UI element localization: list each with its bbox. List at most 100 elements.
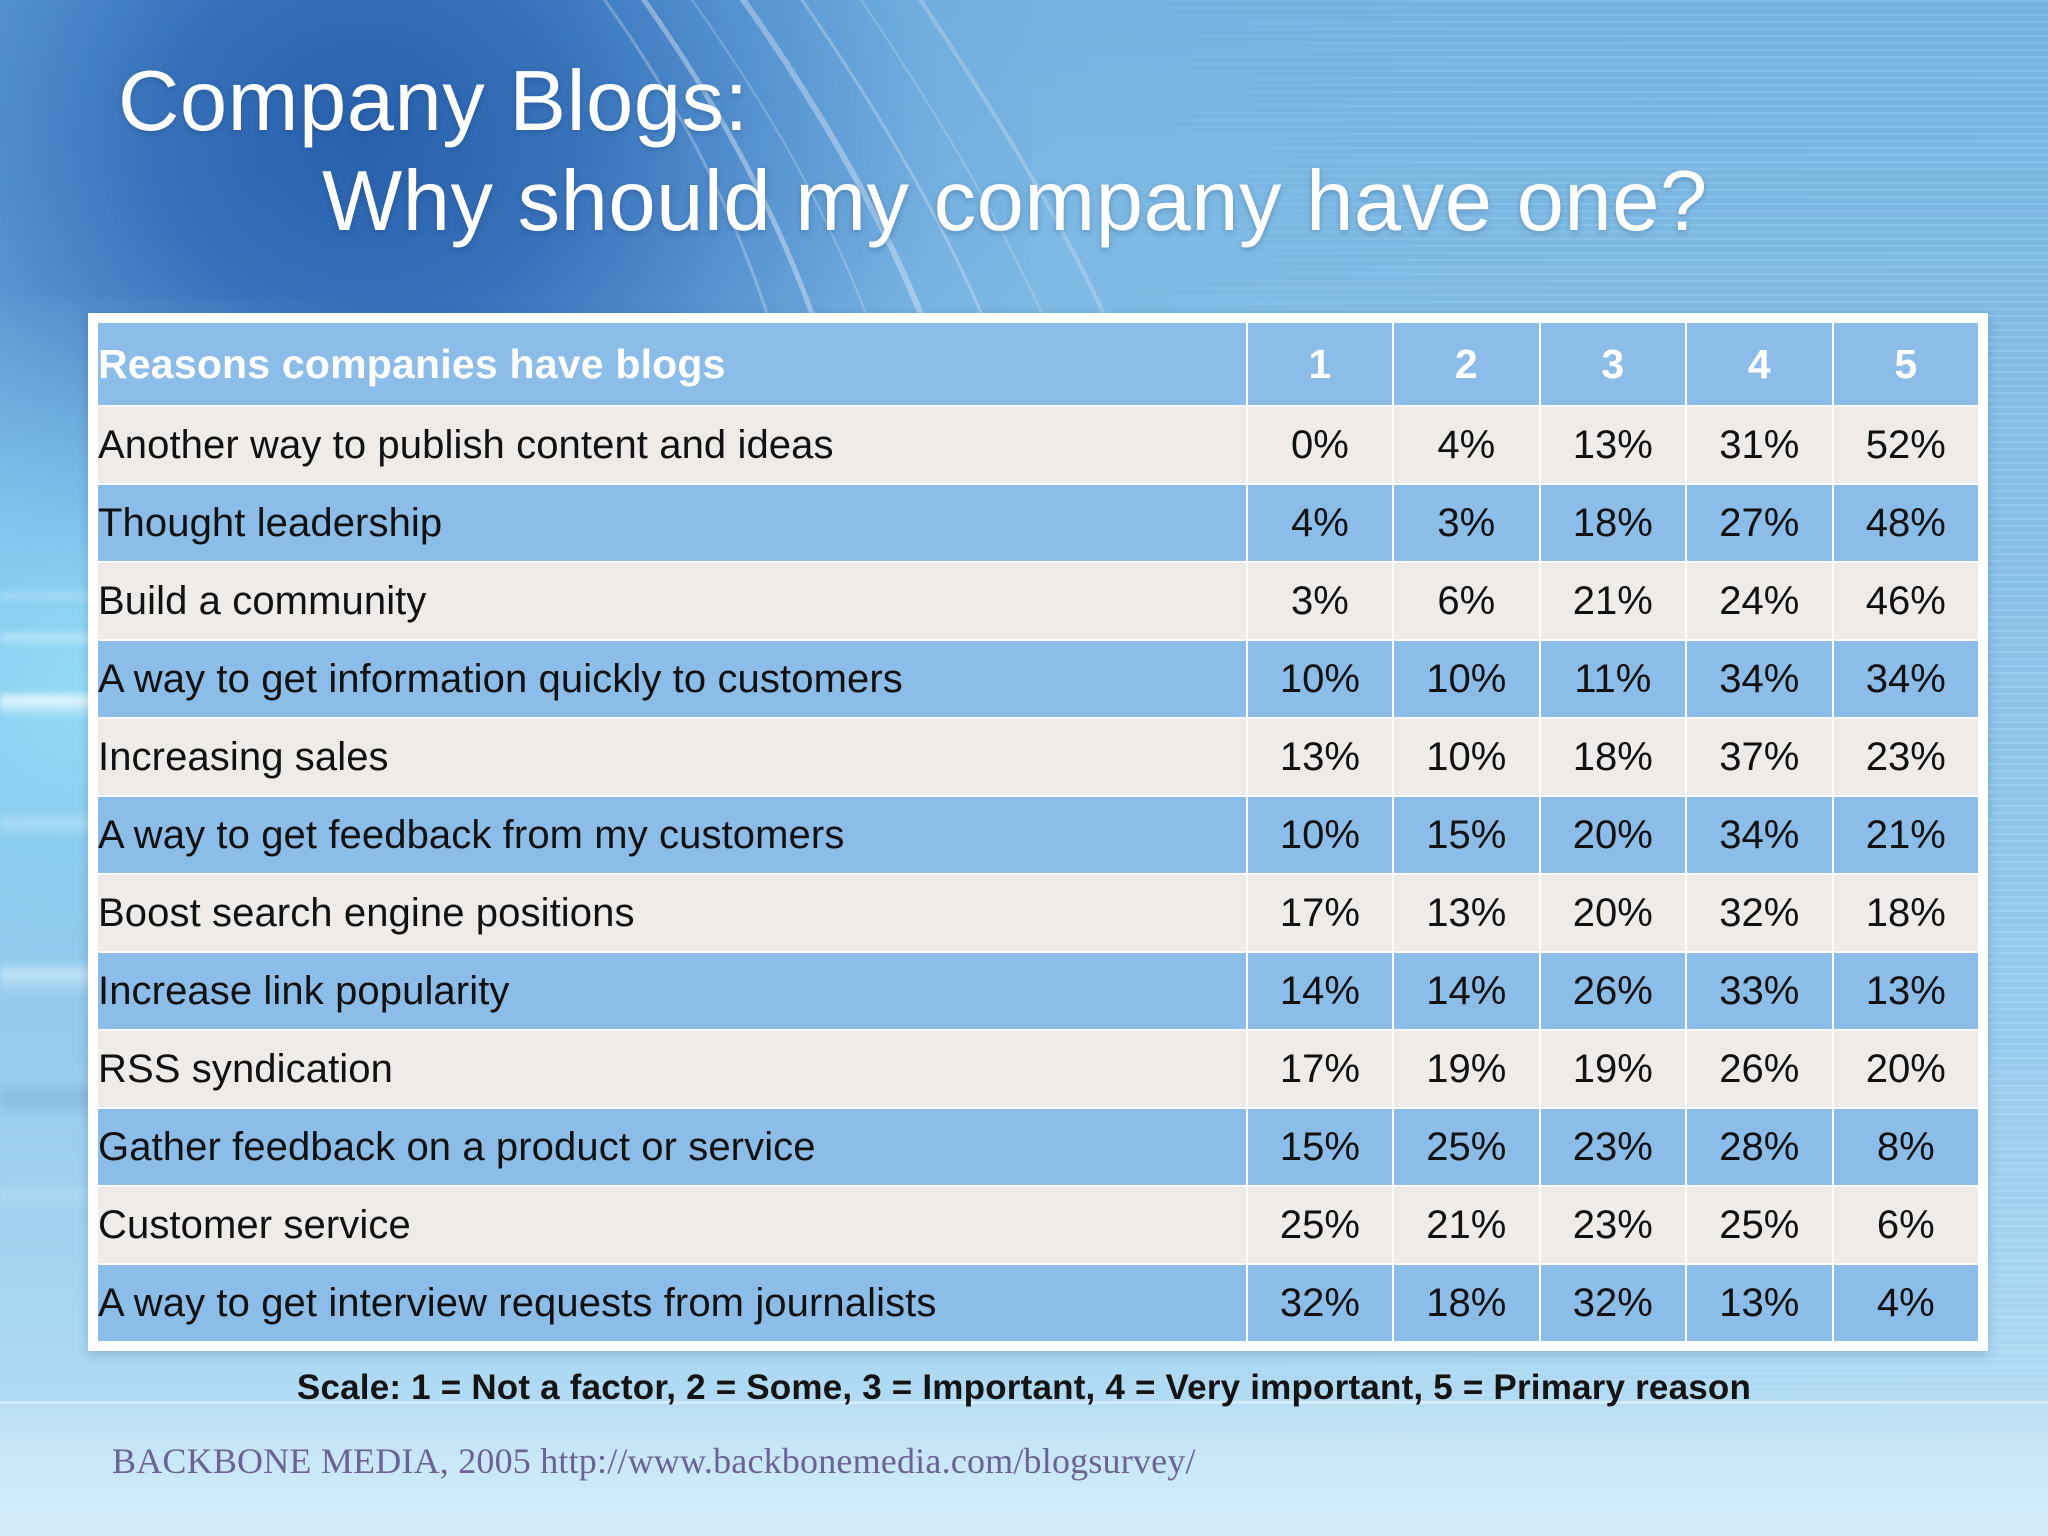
cell-value: 3%: [1394, 485, 1539, 561]
cell-value: 8%: [1833, 1109, 1978, 1185]
row-label: Customer service: [98, 1187, 1246, 1263]
table-row: Another way to publish content and ideas…: [98, 407, 1978, 483]
cell-value: 18%: [1394, 1265, 1539, 1341]
cell-value: 24%: [1687, 563, 1832, 639]
cell-value: 18%: [1540, 485, 1686, 561]
cell-value: 34%: [1687, 797, 1832, 873]
table-row: A way to get information quickly to cust…: [98, 641, 1978, 717]
slide-title: Company Blogs: Why should my company hav…: [0, 54, 2048, 250]
table-header: Reasons companies have blogs 1 2 3 4 5: [98, 323, 1978, 405]
cell-value: 32%: [1540, 1265, 1686, 1341]
cell-value: 26%: [1540, 953, 1686, 1029]
cell-value: 20%: [1540, 797, 1686, 873]
cell-value: 6%: [1833, 1187, 1978, 1263]
cell-value: 18%: [1540, 719, 1686, 795]
table-header-row: Reasons companies have blogs 1 2 3 4 5: [98, 323, 1978, 405]
column-header-5: 5: [1833, 323, 1978, 405]
table-row: RSS syndication 17% 19% 19% 26% 20%: [98, 1031, 1978, 1107]
row-label: Boost search engine positions: [98, 875, 1246, 951]
title-line-secondary: Why should my company have one?: [322, 154, 1708, 250]
cell-value: 25%: [1394, 1109, 1539, 1185]
cell-value: 10%: [1247, 797, 1393, 873]
cell-value: 20%: [1540, 875, 1686, 951]
cell-value: 25%: [1247, 1187, 1393, 1263]
cell-value: 4%: [1247, 485, 1393, 561]
row-label: Build a community: [98, 563, 1246, 639]
cell-value: 0%: [1247, 407, 1393, 483]
column-header-3: 3: [1540, 323, 1686, 405]
column-header-1: 1: [1247, 323, 1393, 405]
cell-value: 23%: [1540, 1187, 1686, 1263]
cell-value: 4%: [1833, 1265, 1978, 1341]
cell-value: 23%: [1540, 1109, 1686, 1185]
cell-value: 23%: [1833, 719, 1978, 795]
cell-value: 19%: [1540, 1031, 1686, 1107]
cell-value: 21%: [1394, 1187, 1539, 1263]
cell-value: 18%: [1833, 875, 1978, 951]
cell-value: 3%: [1247, 563, 1393, 639]
cell-value: 21%: [1833, 797, 1978, 873]
cell-value: 19%: [1394, 1031, 1539, 1107]
footer-divider: [0, 1401, 2048, 1404]
row-label: Thought leadership: [98, 485, 1246, 561]
cell-value: 25%: [1687, 1187, 1832, 1263]
footer-band: [0, 1404, 2048, 1536]
row-label: A way to get feedback from my customers: [98, 797, 1246, 873]
cell-value: 32%: [1687, 875, 1832, 951]
cell-value: 52%: [1833, 407, 1978, 483]
cell-value: 20%: [1833, 1031, 1978, 1107]
cell-value: 13%: [1833, 953, 1978, 1029]
cell-value: 48%: [1833, 485, 1978, 561]
table-row: A way to get interview requests from jou…: [98, 1265, 1978, 1341]
survey-table: Reasons companies have blogs 1 2 3 4 5 A…: [96, 321, 1980, 1343]
cell-value: 10%: [1394, 641, 1539, 717]
cell-value: 32%: [1247, 1265, 1393, 1341]
table-row: Gather feedback on a product or service 1…: [98, 1109, 1978, 1185]
cell-value: 11%: [1540, 641, 1686, 717]
cell-value: 21%: [1540, 563, 1686, 639]
cell-value: 15%: [1394, 797, 1539, 873]
table-row: Boost search engine positions 17% 13% 20% 32…: [98, 875, 1978, 951]
row-label: Increasing sales: [98, 719, 1246, 795]
cell-value: 33%: [1687, 953, 1832, 1029]
cell-value: 6%: [1394, 563, 1539, 639]
cell-value: 13%: [1247, 719, 1393, 795]
cell-value: 31%: [1687, 407, 1832, 483]
row-label: A way to get information quickly to cust…: [98, 641, 1246, 717]
cell-value: 17%: [1247, 875, 1393, 951]
column-header-4: 4: [1687, 323, 1832, 405]
cell-value: 14%: [1247, 953, 1393, 1029]
cell-value: 13%: [1540, 407, 1686, 483]
cell-value: 17%: [1247, 1031, 1393, 1107]
row-label: Increase link popularity: [98, 953, 1246, 1029]
cell-value: 26%: [1687, 1031, 1832, 1107]
row-label: A way to get interview requests from jou…: [98, 1265, 1246, 1341]
table-row: Build a community 3% 6% 21% 24% 46%: [98, 563, 1978, 639]
cell-value: 34%: [1687, 641, 1832, 717]
cell-value: 28%: [1687, 1109, 1832, 1185]
cell-value: 14%: [1394, 953, 1539, 1029]
cell-value: 27%: [1687, 485, 1832, 561]
cell-value: 46%: [1833, 563, 1978, 639]
table-row: Increasing sales 13% 10% 18% 37% 23%: [98, 719, 1978, 795]
column-header-2: 2: [1394, 323, 1539, 405]
cell-value: 13%: [1687, 1265, 1832, 1341]
cell-value: 10%: [1247, 641, 1393, 717]
cell-value: 10%: [1394, 719, 1539, 795]
cell-value: 37%: [1687, 719, 1832, 795]
scale-legend-note: Scale: 1 = Not a factor, 2 = Some, 3 = I…: [296, 1368, 1752, 1407]
cell-value: 13%: [1394, 875, 1539, 951]
table-body: Another way to publish content and ideas…: [98, 407, 1978, 1341]
table-row: Customer service 25% 21% 23% 25% 6%: [98, 1187, 1978, 1263]
table-row: A way to get feedback from my customers 1…: [98, 797, 1978, 873]
survey-table-frame: Reasons companies have blogs 1 2 3 4 5 A…: [88, 313, 1988, 1351]
row-label: Another way to publish content and ideas: [98, 407, 1246, 483]
table-row: Increase link popularity 14% 14% 26% 33% 13%: [98, 953, 1978, 1029]
cell-value: 34%: [1833, 641, 1978, 717]
source-attribution: BACKBONE MEDIA, 2005 http://www.backbone…: [112, 1441, 1196, 1481]
title-line-primary: Company Blogs:: [118, 54, 749, 149]
row-label: RSS syndication: [98, 1031, 1246, 1107]
table-row: Thought leadership 4% 3% 18% 27% 48%: [98, 485, 1978, 561]
column-header-reasons: Reasons companies have blogs: [98, 323, 1246, 405]
